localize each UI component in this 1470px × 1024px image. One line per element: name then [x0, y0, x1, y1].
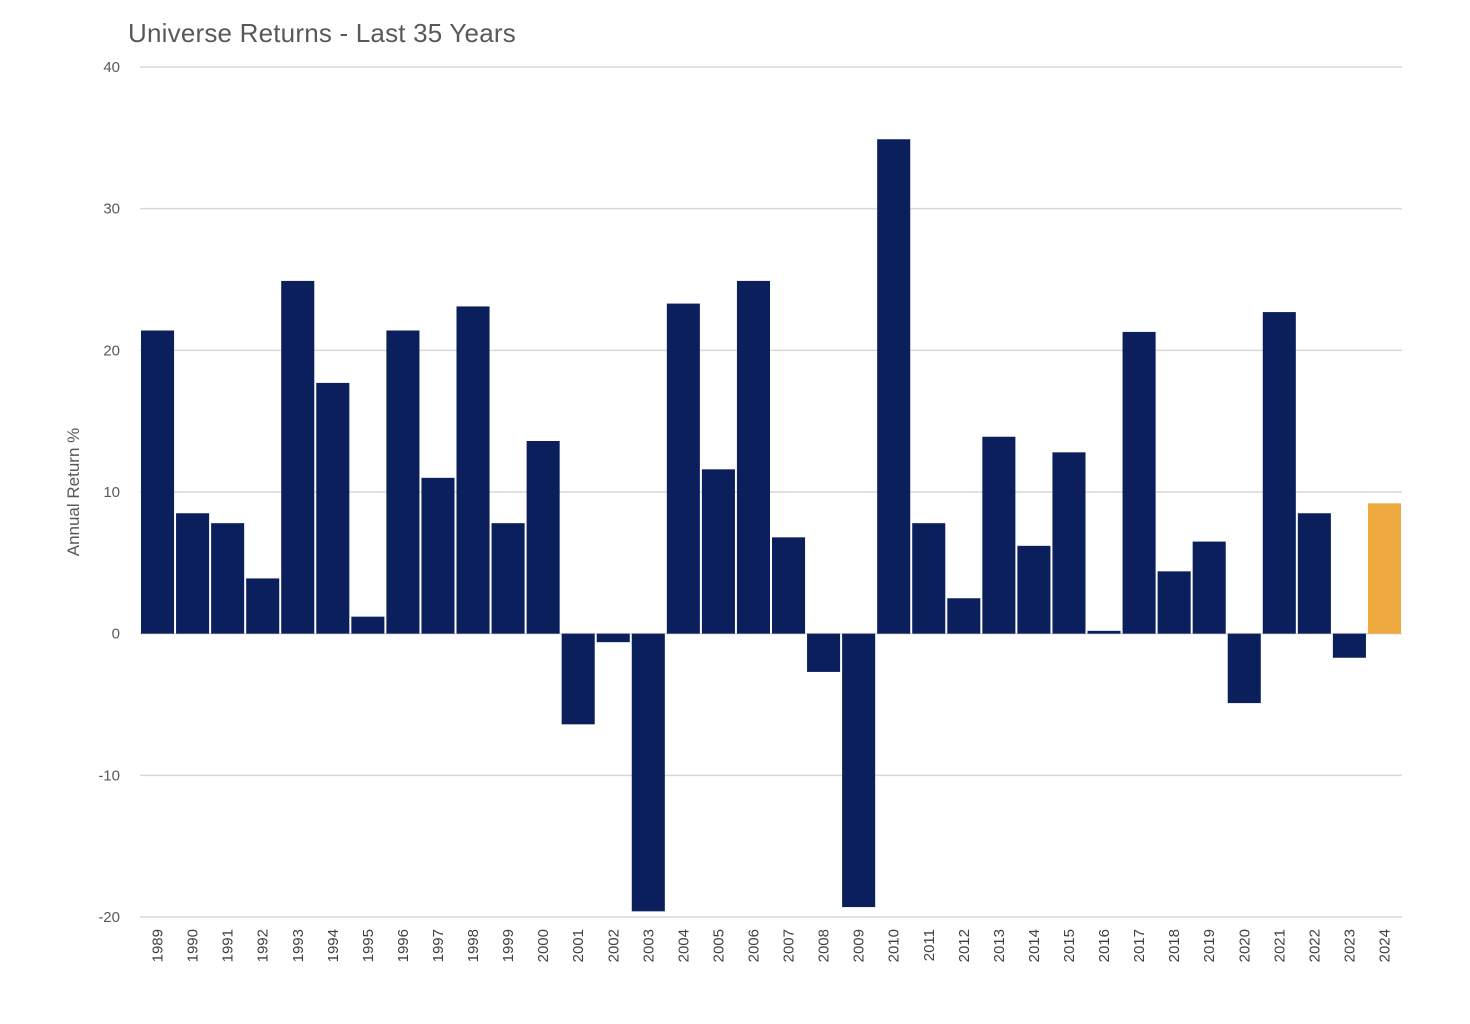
x-tick-label: 2003 [640, 929, 657, 962]
bar-2020 [1227, 633, 1261, 704]
y-axis-title: Annual Return % [64, 428, 83, 557]
y-tick-label: 0 [112, 626, 120, 643]
x-tick-label: 2022 [1306, 929, 1323, 962]
x-tick-label: 1991 [220, 929, 237, 962]
bar-2001 [561, 633, 595, 725]
x-tick-label: 2011 [921, 929, 938, 961]
bar-2023 [1332, 633, 1366, 658]
x-tick-label: 2002 [605, 929, 622, 962]
x-tick-label: 2012 [956, 929, 973, 962]
bar-2013 [982, 436, 1016, 634]
y-tick-label: 40 [103, 59, 120, 76]
bar-2008 [807, 633, 841, 672]
bar-2003 [631, 633, 665, 912]
bar-2012 [947, 598, 981, 634]
bar-2004 [666, 303, 700, 634]
bar-1997 [421, 477, 455, 634]
x-tick-label: 1993 [290, 929, 307, 962]
x-tick-label: 1990 [185, 929, 202, 962]
bar-2024 [1367, 503, 1401, 634]
bar-2021 [1262, 312, 1296, 634]
y-tick-label: 10 [103, 484, 120, 501]
x-tick-label: 2020 [1236, 929, 1253, 962]
y-tick-label: -20 [98, 909, 120, 926]
x-tick-label: 2019 [1201, 929, 1218, 962]
bar-2005 [701, 469, 735, 634]
bar-1992 [246, 578, 280, 634]
bar-2000 [526, 441, 560, 634]
bar-1994 [316, 382, 350, 634]
bar-2019 [1192, 541, 1226, 634]
bar-2011 [912, 523, 946, 634]
gridlines [140, 66, 1402, 918]
bar-2002 [596, 633, 630, 643]
x-tick-label: 2017 [1131, 929, 1148, 962]
x-tick-label: 2007 [781, 929, 798, 962]
x-tick-label: 2009 [851, 929, 868, 962]
bar-2007 [772, 537, 806, 634]
bar-2022 [1297, 513, 1331, 634]
bar-2015 [1052, 452, 1086, 634]
x-tick-label: 1994 [325, 929, 342, 962]
x-tick-label: 1989 [150, 929, 167, 962]
bar-2006 [736, 280, 770, 634]
bar-1990 [176, 513, 210, 634]
bar-1989 [141, 330, 175, 634]
x-tick-label: 1996 [395, 929, 412, 962]
x-tick-label: 2001 [570, 929, 587, 962]
y-tick-label: -10 [98, 767, 120, 784]
bars [141, 139, 1401, 912]
x-tick-label: 2013 [991, 929, 1008, 962]
x-tick-label: 1995 [360, 929, 377, 962]
x-tick-label: 2015 [1061, 929, 1078, 962]
x-tick-label: 1999 [500, 929, 517, 962]
x-tick-label: 2005 [710, 929, 727, 962]
bar-1993 [281, 280, 315, 634]
x-tick-label: 1998 [465, 929, 482, 962]
x-tick-label: 2023 [1341, 929, 1358, 962]
x-tick-label: 1992 [255, 929, 272, 962]
x-tick-label: 2006 [745, 929, 762, 962]
bar-1996 [386, 330, 420, 634]
bar-2016 [1087, 630, 1121, 634]
x-tick-label: 2018 [1166, 929, 1183, 962]
x-tick-label: 2016 [1096, 929, 1113, 962]
x-tick-labels: 1989 1990 1991 1992 1993 1994 1995 1996 1997 1998… [150, 929, 1394, 962]
x-tick-label: 2000 [535, 929, 552, 962]
bar-1995 [351, 616, 385, 634]
chart-title: Universe Returns - Last 35 Years [128, 18, 516, 48]
x-tick-label: 2008 [816, 929, 833, 962]
x-tick-label: 2014 [1026, 929, 1043, 962]
x-tick-label: 2024 [1376, 929, 1393, 962]
x-tick-label: 2010 [886, 929, 903, 962]
bar-2018 [1157, 571, 1191, 634]
bar-2017 [1122, 331, 1156, 634]
bar-2014 [1017, 545, 1051, 634]
y-tick-labels: 40 30 20 10 0 -10 -20 [98, 59, 120, 926]
x-tick-label: 2021 [1271, 929, 1288, 962]
bar-1999 [491, 523, 525, 634]
bar-1991 [211, 523, 245, 634]
bar-2009 [842, 633, 876, 908]
bar-2010 [877, 139, 911, 634]
y-tick-label: 20 [103, 342, 120, 359]
y-tick-label: 30 [103, 201, 120, 218]
bar-1998 [456, 306, 490, 634]
x-tick-label: 2004 [675, 929, 692, 962]
x-tick-label: 1997 [430, 929, 447, 962]
